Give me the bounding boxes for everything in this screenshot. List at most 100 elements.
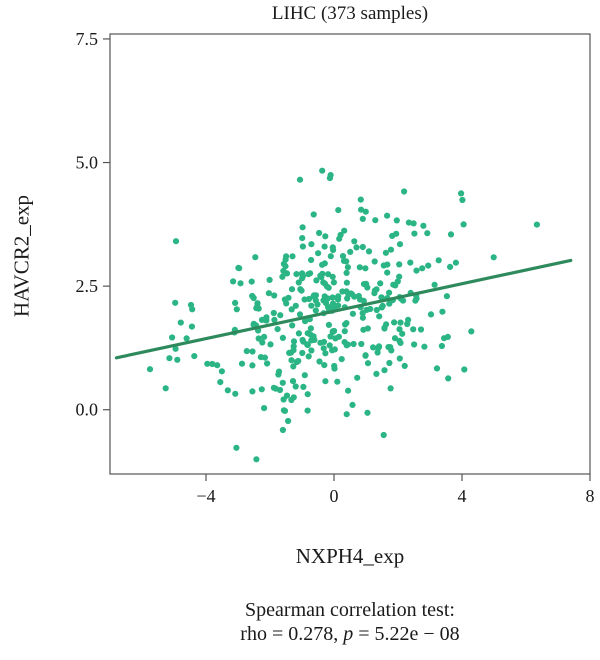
plot-frame [109, 33, 591, 475]
data-point [261, 405, 268, 412]
data-point [319, 270, 326, 277]
data-point [364, 360, 372, 367]
data-point [364, 325, 371, 332]
data-point [438, 342, 445, 350]
data-point [410, 220, 417, 227]
data-point [258, 386, 265, 393]
data-point [162, 385, 169, 392]
data-point [233, 306, 240, 313]
data-point [172, 238, 180, 245]
data-point [279, 426, 286, 434]
data-point [329, 273, 336, 280]
data-point [285, 417, 292, 425]
data-point [356, 296, 364, 303]
data-point [283, 300, 290, 307]
data-point [417, 326, 425, 333]
data-point [224, 387, 231, 394]
data-point [321, 362, 328, 369]
data-point [411, 230, 418, 237]
data-point [265, 290, 272, 297]
data-point [305, 295, 313, 303]
data-point [358, 340, 365, 348]
data-point [237, 280, 244, 287]
data-point [343, 279, 350, 286]
data-point [354, 374, 361, 381]
data-point [271, 316, 278, 323]
data-point [349, 310, 356, 317]
data-point [396, 326, 403, 333]
data-point [386, 359, 393, 367]
data-point [316, 358, 323, 365]
data-point [358, 206, 365, 213]
y-tick-label: 7.5 [76, 29, 99, 49]
data-point [397, 319, 404, 326]
data-point [445, 375, 452, 382]
data-point [295, 279, 302, 286]
data-point [295, 357, 302, 365]
data-point [214, 362, 221, 369]
data-point [296, 176, 304, 183]
y-tick-label: 0.0 [76, 400, 99, 420]
data-point [308, 302, 315, 309]
data-point [257, 354, 264, 361]
regression-line [114, 258, 573, 360]
data-point [330, 246, 337, 254]
data-point [300, 383, 307, 390]
data-point [290, 347, 297, 354]
stats-p-symbol: p [343, 623, 354, 645]
data-point [359, 243, 366, 251]
data-point [364, 284, 371, 291]
data-point [331, 346, 338, 353]
data-point [307, 325, 314, 332]
data-point [248, 278, 255, 285]
data-point [232, 390, 239, 397]
data-point [335, 333, 342, 340]
data-point [325, 271, 332, 278]
data-point [413, 295, 420, 302]
x-tick-label: 8 [586, 486, 595, 506]
data-point [218, 368, 225, 375]
data-point [204, 360, 211, 367]
data-point [292, 383, 299, 390]
data-point [343, 411, 350, 418]
data-point [146, 366, 154, 373]
data-point [283, 270, 291, 277]
data-point [299, 224, 306, 231]
data-point [189, 306, 196, 313]
data-point [399, 330, 406, 337]
data-point [299, 349, 306, 357]
data-point [393, 230, 400, 237]
data-point [405, 219, 412, 226]
data-point [343, 269, 350, 276]
data-point [380, 431, 387, 439]
data-point [350, 340, 357, 348]
data-point [345, 291, 352, 298]
data-point [411, 341, 418, 348]
data-point [396, 355, 403, 362]
data-point [267, 341, 274, 348]
data-point [433, 365, 441, 372]
x-axis-label: NXPH4_exp [295, 544, 405, 568]
data-point [404, 320, 411, 328]
data-point [394, 278, 401, 285]
data-point [468, 328, 475, 335]
data-point [399, 297, 407, 304]
data-point [249, 362, 256, 369]
data-point [341, 227, 348, 234]
data-point [283, 392, 291, 399]
data-point [243, 348, 250, 355]
data-point [238, 360, 246, 367]
data-point [188, 323, 195, 330]
data-point [304, 407, 311, 414]
data-point [327, 333, 334, 340]
data-point [396, 273, 403, 280]
data-point [313, 277, 320, 284]
data-point [357, 196, 364, 203]
data-point [387, 246, 395, 253]
data-point [336, 235, 343, 242]
data-point [385, 344, 392, 351]
data-point [396, 261, 403, 268]
data-point [391, 319, 398, 326]
data-point [264, 360, 271, 367]
